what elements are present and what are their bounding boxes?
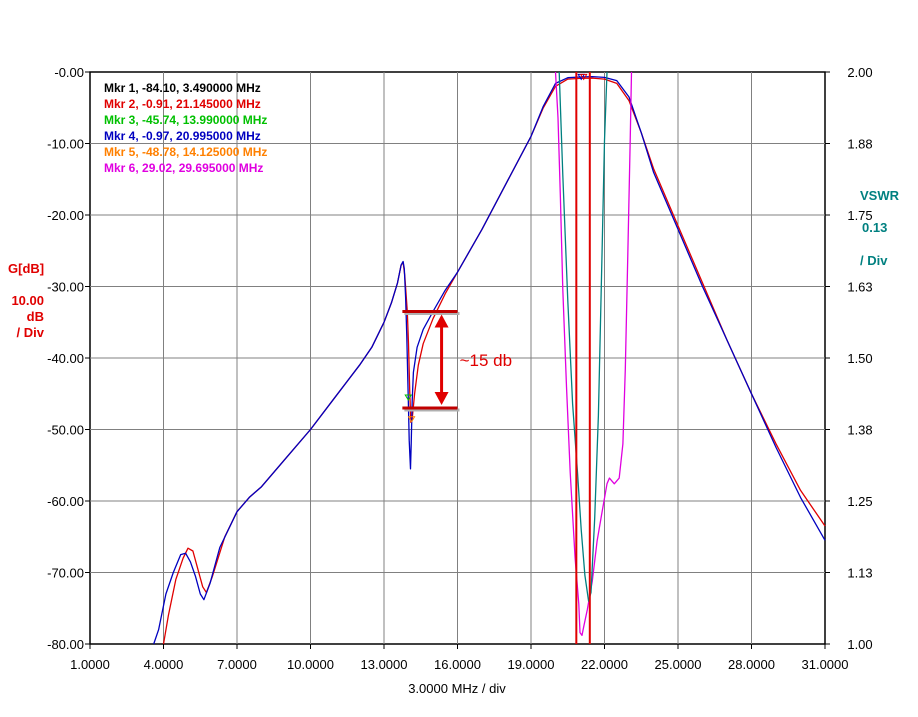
marker-label-5: Mkr 5, -48.78, 14.125000 MHz: [104, 145, 267, 159]
x-tick-label: 25.0000: [655, 657, 702, 672]
y-left-tick-label: -80.00: [47, 637, 84, 652]
y-right-tick-label: 1.00: [847, 637, 872, 652]
grid-lines: [90, 72, 825, 644]
y-right-scale-per: / Div: [860, 253, 888, 268]
y-left-tick-label: -40.00: [47, 351, 84, 366]
x-tick-label: 10.0000: [287, 657, 334, 672]
x-tick-label: 13.0000: [361, 657, 408, 672]
series-line-4: [558, 71, 608, 602]
y-right-tick-label: 2.00: [847, 65, 872, 80]
y-left-tick-label: -20.00: [47, 208, 84, 223]
y-right-axis-ticks: 2.00 1.88 1.75 1.63 1.50 1.38 1.25 1.13 1.00: [825, 65, 873, 652]
marker-triangle: [404, 394, 413, 402]
annotation-arrow-head-up: [434, 314, 449, 328]
y-left-tick-label: -50.00: [47, 423, 84, 438]
x-tick-label: 16.0000: [434, 657, 481, 672]
y-right-scale-value: 0.13: [862, 220, 887, 235]
y-left-tick-label: -10.00: [47, 137, 84, 152]
y-right-tick-label: 1.50: [847, 351, 872, 366]
x-axis-label: 3.0000 MHz / div: [408, 681, 506, 696]
marker-label-3: Mkr 3, -45.74, 13.990000 MHz: [104, 113, 267, 127]
y-right-tick-label: 1.88: [847, 137, 872, 152]
x-tick-label: 28.0000: [728, 657, 775, 672]
series-line-1: [162, 77, 826, 645]
annotation-text: ~15 db: [460, 351, 512, 370]
y-left-tick-label: -70.00: [47, 566, 84, 581]
marker-label-2: Mkr 2, -0.91, 21.145000 MHz: [104, 97, 261, 111]
y-left-tick-label: -0.00: [54, 65, 84, 80]
y-left-axis-ticks: -0.00 -10.00 -20.00 -30.00 -40.00 -50.00 -60.0…: [47, 65, 90, 652]
y-right-tick-label: 1.75: [847, 208, 872, 223]
annotation: ~15 db: [402, 310, 512, 412]
marker-triangle: [579, 73, 588, 81]
y-right-tick-label: 1.38: [847, 423, 872, 438]
x-axis-ticks: 1.0000 4.0000 7.0000 10.0000 13.0000 16.0000 1…: [70, 644, 849, 672]
x-tick-label: 22.0000: [581, 657, 628, 672]
marker-legend: Mkr 1, -84.10, 3.490000 MHz Mkr 2, -0.91,…: [104, 81, 267, 175]
x-tick-label: 19.0000: [508, 657, 555, 672]
y-right-tick-label: 1.63: [847, 280, 872, 295]
y-left-tick-label: -30.00: [47, 280, 84, 295]
y-left-tick-label: -60.00: [47, 494, 84, 509]
x-tick-label: 4.0000: [144, 657, 184, 672]
marker-triangle: [407, 416, 416, 423]
y-left-scale-unit: dB: [27, 309, 44, 324]
marker-lines: [404, 72, 591, 644]
y-right-tick-label: 1.25: [847, 494, 872, 509]
x-tick-label: 1.0000: [70, 657, 110, 672]
y-left-scale-per: / Div: [17, 325, 45, 340]
marker-label-1: Mkr 1, -84.10, 3.490000 MHz: [104, 81, 261, 95]
data-series: [153, 71, 826, 645]
y-left-scale-value: 10.00: [11, 293, 44, 308]
series-line-2: [153, 75, 826, 645]
annotation-arrow-head-down: [434, 392, 449, 406]
marker-label-4: Mkr 4, -0.97, 20.995000 MHz: [104, 129, 261, 143]
x-tick-label: 7.0000: [217, 657, 257, 672]
marker-label-6: Mkr 6, 29.02, 29.695000 MHz: [104, 161, 263, 175]
x-tick-label: 31.0000: [802, 657, 849, 672]
y-right-axis-label: VSWR: [860, 188, 900, 203]
y-right-tick-label: 1.13: [847, 566, 872, 581]
y-left-axis-label: G[dB]: [8, 261, 44, 276]
